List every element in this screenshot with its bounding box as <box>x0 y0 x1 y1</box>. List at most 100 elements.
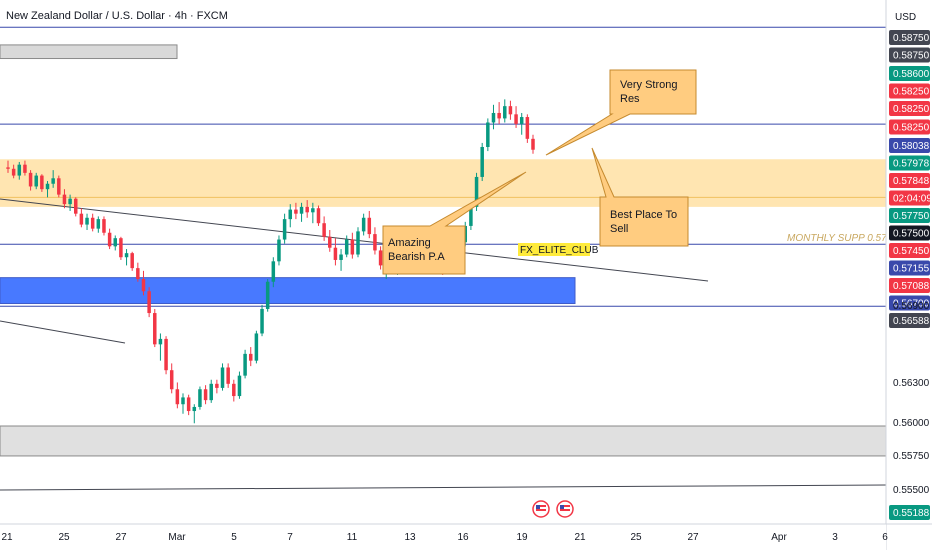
price-tag[interactable]: 0.57500 <box>889 225 930 241</box>
economic-event-icons[interactable] <box>532 500 574 518</box>
candle[interactable] <box>79 208 84 228</box>
candle[interactable] <box>299 202 304 222</box>
very-strong-res-callout[interactable]: Very Strong Res <box>545 69 697 156</box>
candle[interactable] <box>486 118 490 152</box>
candle[interactable] <box>243 349 247 379</box>
candle[interactable] <box>508 100 513 120</box>
candle[interactable] <box>153 308 157 348</box>
candle[interactable] <box>531 134 535 154</box>
candle[interactable] <box>130 251 134 271</box>
price-tag[interactable]: 0.56700 <box>889 295 930 311</box>
us-flag-event-icon-1[interactable] <box>532 500 550 518</box>
candle[interactable] <box>181 393 185 414</box>
candle[interactable] <box>6 160 10 173</box>
candle[interactable] <box>378 246 383 270</box>
candle[interactable] <box>248 347 253 367</box>
price-tag[interactable]: 02:04:09 <box>889 190 932 206</box>
lower-gray-box[interactable] <box>0 425 887 457</box>
candle[interactable] <box>525 114 530 143</box>
candle[interactable] <box>260 304 264 337</box>
candle[interactable] <box>124 249 129 266</box>
candle[interactable] <box>282 213 287 244</box>
candle[interactable] <box>277 235 281 266</box>
candle[interactable] <box>344 235 349 258</box>
candle[interactable] <box>28 170 33 191</box>
price-tag[interactable]: 0.58750 <box>889 30 930 45</box>
candle[interactable] <box>57 175 61 198</box>
candle[interactable] <box>141 270 146 296</box>
candle[interactable] <box>220 363 225 391</box>
candle[interactable] <box>62 189 67 209</box>
candle[interactable] <box>34 172 38 190</box>
candle[interactable] <box>491 104 496 130</box>
candle[interactable] <box>254 330 259 364</box>
candle[interactable] <box>68 194 72 211</box>
candle[interactable] <box>215 379 219 394</box>
candle[interactable] <box>367 210 372 239</box>
candle[interactable] <box>514 106 518 128</box>
candle[interactable] <box>45 181 50 198</box>
candle[interactable] <box>316 205 321 226</box>
amazing-bearish-callout[interactable]: Amazing Bearish P.A <box>382 171 527 275</box>
candle[interactable] <box>519 112 524 135</box>
candle[interactable] <box>373 227 377 255</box>
price-tag[interactable]: 0.57848 <box>889 173 930 188</box>
price-tag[interactable]: 0.55188 <box>889 505 930 520</box>
price-tag[interactable]: 0.57450 <box>889 243 930 258</box>
candle[interactable] <box>147 287 151 318</box>
candle[interactable] <box>356 227 360 258</box>
candle[interactable] <box>113 235 118 251</box>
price-tag[interactable]: 0.57088 <box>889 278 930 293</box>
candle[interactable] <box>209 379 213 403</box>
candle[interactable] <box>350 232 355 259</box>
monthly-support-zone[interactable] <box>0 159 886 207</box>
candle[interactable] <box>294 202 298 220</box>
candle[interactable] <box>288 204 293 228</box>
candle[interactable] <box>265 279 270 312</box>
bottom-trendline[interactable] <box>0 484 887 491</box>
candle[interactable] <box>11 164 16 179</box>
demand-zone[interactable] <box>0 277 576 305</box>
candle[interactable] <box>333 238 338 266</box>
candle[interactable] <box>90 213 95 232</box>
best-place-to-sell-callout[interactable]: Best Place To Sell <box>591 147 689 247</box>
price-tag[interactable]: 0.56588 <box>889 313 930 328</box>
candle[interactable] <box>119 236 123 260</box>
candle[interactable] <box>203 385 208 405</box>
candle[interactable] <box>271 257 276 288</box>
candle[interactable] <box>503 99 507 123</box>
price-tag[interactable]: 0.58250 <box>889 83 930 99</box>
candle[interactable] <box>328 230 332 252</box>
candle[interactable] <box>23 160 27 176</box>
candle[interactable] <box>237 371 242 399</box>
candle[interactable] <box>164 336 168 375</box>
candle[interactable] <box>175 382 180 409</box>
price-tag[interactable]: 0.57750 <box>889 208 930 223</box>
candle[interactable] <box>96 216 101 233</box>
us-flag-event-icon-2[interactable] <box>556 500 574 518</box>
candle[interactable] <box>192 404 197 424</box>
price-tag[interactable]: 0.58038 <box>889 138 930 153</box>
candle[interactable] <box>198 386 202 410</box>
price-tag[interactable]: 0.58750 <box>889 47 930 63</box>
price-tag[interactable]: 0.57155 <box>889 260 930 276</box>
candle[interactable] <box>136 262 140 282</box>
candle[interactable] <box>85 213 89 231</box>
short-trendline[interactable] <box>0 320 126 344</box>
candle[interactable] <box>169 363 174 394</box>
candle[interactable] <box>186 394 191 416</box>
candle[interactable] <box>107 228 112 250</box>
candle[interactable] <box>339 249 343 271</box>
candle[interactable] <box>158 333 163 361</box>
price-tag[interactable]: 0.57978 <box>889 155 930 171</box>
candle[interactable] <box>51 170 55 188</box>
candle[interactable] <box>311 202 315 224</box>
candle[interactable] <box>497 102 501 124</box>
upper-gray-box[interactable] <box>0 44 178 60</box>
candle[interactable] <box>73 197 78 217</box>
candle[interactable] <box>102 216 106 236</box>
candle[interactable] <box>226 363 230 388</box>
price-tag[interactable]: 0.58600 <box>889 66 930 81</box>
currency-label[interactable]: USD <box>895 12 916 23</box>
